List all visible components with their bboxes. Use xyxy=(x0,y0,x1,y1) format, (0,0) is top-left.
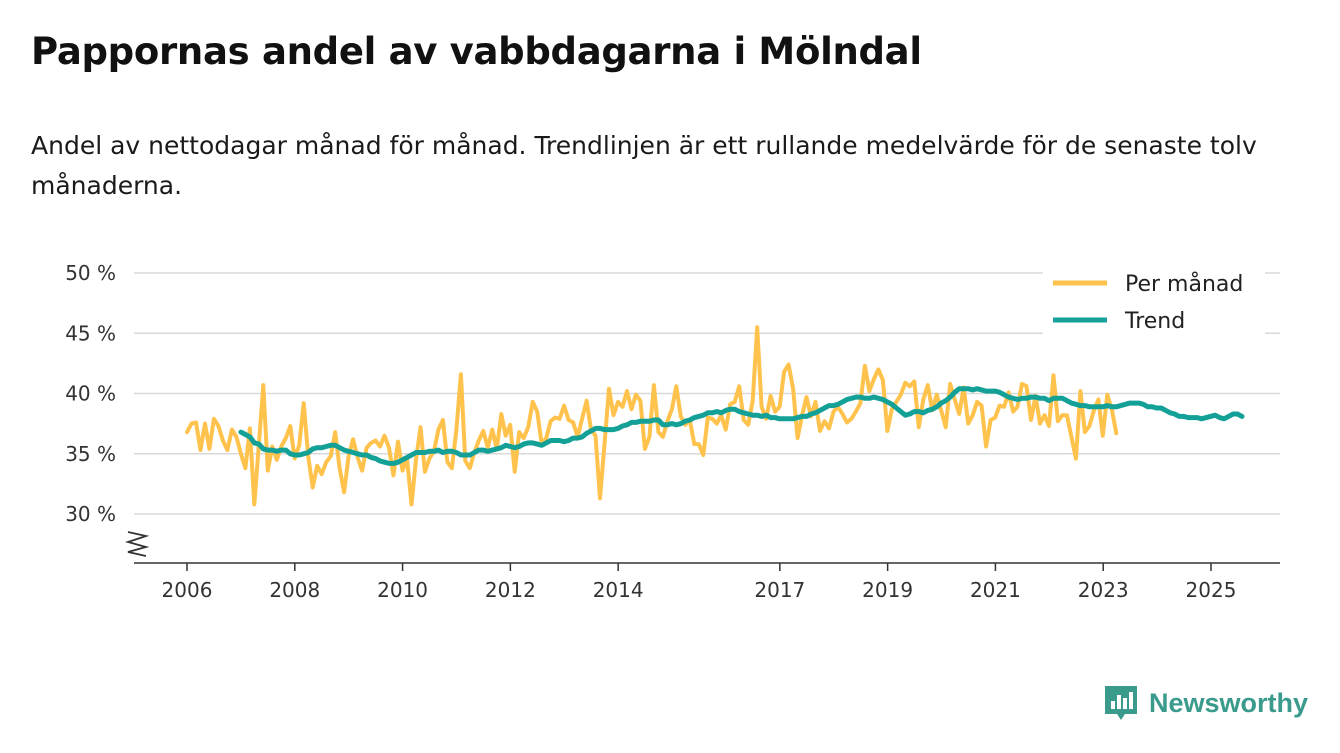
x-tick-label: 2010 xyxy=(377,578,428,602)
chart-title: Pappornas andel av vabbdagarna i Mölndal xyxy=(31,30,922,73)
newsworthy-brand: Newsworthy xyxy=(1103,684,1308,722)
legend-background xyxy=(1043,265,1265,337)
x-tick-label: 2008 xyxy=(269,578,320,602)
legend: Per månad Trend xyxy=(1043,265,1265,337)
x-axis xyxy=(124,531,1280,571)
x-tick-label: 2025 xyxy=(1186,578,1237,602)
x-tick-label: 2023 xyxy=(1078,578,1129,602)
newsworthy-logo-icon xyxy=(1105,686,1137,720)
legend-label-monthly: Per månad xyxy=(1125,271,1243,297)
x-axis-labels: 2006 2008 2010 2012 2014 2017 2019 2021 2023 2025 xyxy=(162,578,1237,602)
axis-break-icon xyxy=(124,531,150,557)
line-chart: 30 % 35 % 40 % 45 % 50 % 2006 2008 2010 2012 201… xyxy=(65,261,1280,602)
x-tick-label: 2021 xyxy=(970,578,1021,602)
x-tick-label: 2006 xyxy=(162,578,213,602)
x-tick-label: 2012 xyxy=(485,578,536,602)
brand-name: Newsworthy xyxy=(1149,687,1309,718)
series-line-trend xyxy=(238,386,1245,466)
series-lines xyxy=(185,325,1245,507)
y-tick-label: 45 % xyxy=(65,321,116,345)
y-tick-label: 50 % xyxy=(65,261,116,285)
y-tick-label: 30 % xyxy=(65,502,116,526)
x-tick-label: 2019 xyxy=(862,578,913,602)
y-tick-label: 40 % xyxy=(65,382,116,406)
y-axis-labels: 30 % 35 % 40 % 45 % 50 % xyxy=(65,261,116,526)
series-line-monthly xyxy=(185,325,1119,507)
legend-label-trend: Trend xyxy=(1124,309,1185,334)
x-tick-label: 2014 xyxy=(593,578,644,602)
x-tick-label: 2017 xyxy=(754,578,805,602)
chart-subtitle: Andel av nettodagar månad för månad. Tre… xyxy=(31,131,1257,200)
y-tick-label: 35 % xyxy=(65,442,116,466)
